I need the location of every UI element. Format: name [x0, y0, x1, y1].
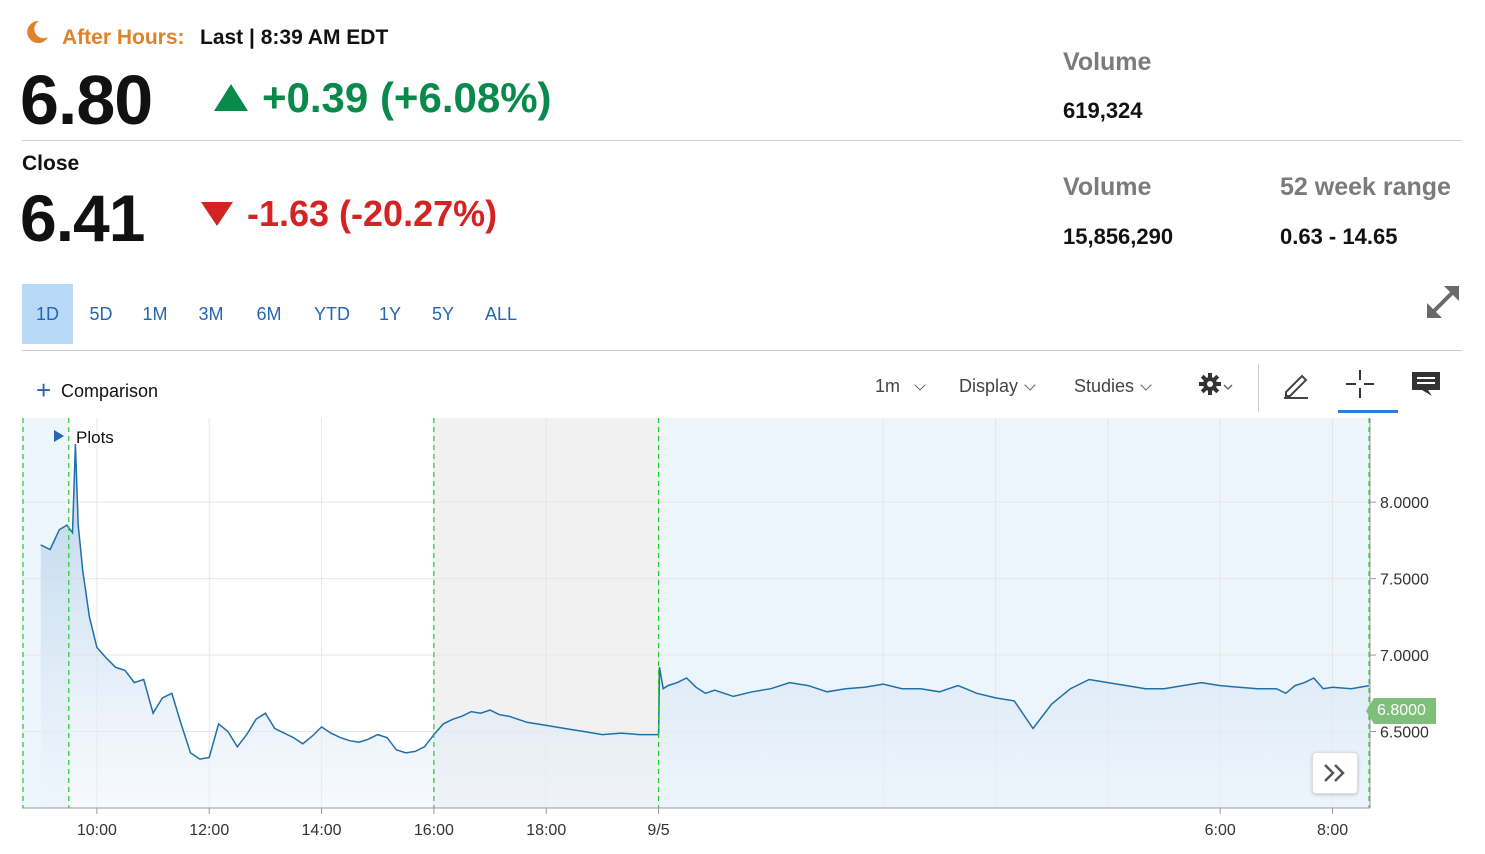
x-tick-label: 6:00	[1205, 822, 1236, 839]
interval-select[interactable]: 1m	[875, 376, 926, 397]
plots-label: Plots	[76, 428, 114, 447]
x-tick-label: 12:00	[189, 822, 229, 839]
expand-icon[interactable]	[1424, 283, 1462, 321]
plots-toggle[interactable]: Plots	[54, 428, 114, 448]
price-area	[40, 444, 1370, 808]
comment-icon[interactable]	[1410, 370, 1442, 398]
double-chevron-right-icon	[1324, 764, 1345, 782]
studies-label: Studies	[1074, 376, 1135, 396]
range-button-1d[interactable]: 1D	[22, 284, 73, 344]
ah-volume-value: 619,324	[1063, 98, 1143, 123]
scroll-to-latest-button[interactable]	[1312, 752, 1358, 794]
after-hours-label: After Hours:	[62, 26, 185, 49]
range-label: 52 week range	[1280, 173, 1451, 201]
last-value-tag: 6.8000	[1366, 697, 1436, 725]
crosshair-active-indicator	[1338, 410, 1398, 413]
x-tick-label: 10:00	[77, 822, 117, 839]
close-change: -1.63 (-20.27%)	[247, 193, 498, 234]
y-tick-label: 7.0000	[1380, 648, 1429, 665]
toolbar-divider	[1258, 364, 1259, 412]
after-hours-change: +0.39 (+6.08%)	[262, 74, 552, 121]
range-button-3m[interactable]: 3M	[198, 304, 224, 324]
crosshair-icon[interactable]	[1344, 368, 1376, 400]
header-divider	[22, 140, 1462, 141]
y-tick-label: 8.0000	[1380, 495, 1429, 512]
range-button-all[interactable]: ALL	[484, 304, 518, 324]
plus-icon[interactable]: +	[36, 375, 52, 405]
close-price: 6.41	[20, 181, 145, 255]
display-menu[interactable]: Display	[959, 376, 1036, 397]
range-value: 0.63 - 14.65	[1280, 224, 1398, 249]
interval-value: 1m	[875, 376, 901, 396]
x-tick-label: 8:00	[1317, 822, 1348, 839]
x-tick-label: 16:00	[414, 822, 454, 839]
moon-icon	[27, 20, 48, 43]
down-arrow-icon	[201, 202, 233, 226]
range-button-1m[interactable]: 1M	[142, 304, 168, 324]
after-hours-price: 6.80	[20, 61, 153, 139]
x-tick-label: 9/5	[647, 822, 669, 839]
after-hours-time: Last | 8:39 AM EDT	[200, 26, 389, 49]
y-tick-label: 6.5000	[1380, 725, 1429, 742]
range-button-5d[interactable]: 5D	[89, 304, 113, 324]
ah-volume-label: Volume	[1063, 48, 1152, 76]
range-button-6m[interactable]: 6M	[256, 304, 282, 324]
y-tick-label: 7.5000	[1380, 572, 1429, 589]
pencil-icon[interactable]	[1280, 368, 1312, 400]
range-button-5y[interactable]: 5Y	[431, 304, 455, 324]
studies-menu[interactable]: Studies	[1074, 376, 1152, 397]
close-label: Close	[22, 152, 80, 175]
range-button-ytd[interactable]: YTD	[314, 304, 350, 324]
last-value-label: 6.8000	[1377, 702, 1426, 719]
x-tick-label: 18:00	[526, 822, 566, 839]
gear-icon[interactable]	[1198, 372, 1240, 400]
volume-label: Volume	[1063, 173, 1152, 201]
range-button-1y[interactable]: 1Y	[378, 304, 402, 324]
comparison-button[interactable]: Comparison	[61, 381, 159, 401]
display-label: Display	[959, 376, 1019, 396]
up-arrow-icon	[214, 84, 248, 111]
x-tick-label: 14:00	[302, 822, 342, 839]
range-divider	[22, 350, 1462, 351]
volume-value: 15,856,290	[1063, 224, 1174, 249]
price-series-line	[40, 443, 1370, 760]
triangle-right-icon	[54, 430, 64, 442]
